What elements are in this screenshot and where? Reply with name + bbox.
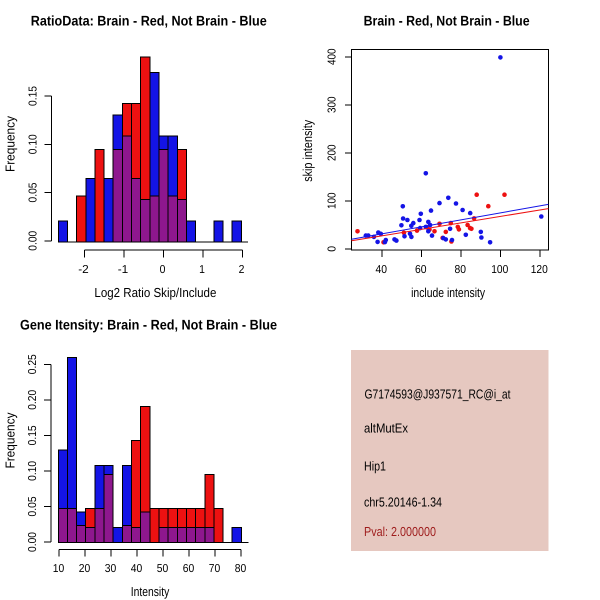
svg-text:-2: -2 <box>78 264 89 276</box>
svg-text:60: 60 <box>415 264 427 276</box>
svg-text:200: 200 <box>327 145 339 162</box>
svg-text:0.15: 0.15 <box>27 425 39 445</box>
svg-text:-1: -1 <box>118 264 129 276</box>
svg-text:10: 10 <box>53 563 65 575</box>
svg-text:RatioData: Brain - Red, Not Br: RatioData: Brain - Red, Not Brain - Blue <box>31 13 267 29</box>
svg-text:0.15: 0.15 <box>27 86 39 106</box>
svg-text:20: 20 <box>79 563 91 575</box>
svg-text:include intensity: include intensity <box>411 285 485 300</box>
svg-text:0.00: 0.00 <box>27 231 39 251</box>
svg-text:40: 40 <box>131 563 143 575</box>
svg-text:altMutEx: altMutEx <box>364 421 408 436</box>
svg-text:300: 300 <box>327 97 339 114</box>
svg-text:Frequency: Frequency <box>3 116 18 172</box>
svg-text:100: 100 <box>491 264 508 276</box>
svg-text:80: 80 <box>455 264 467 276</box>
svg-text:0.05: 0.05 <box>27 183 39 203</box>
svg-text:0.05: 0.05 <box>27 496 39 516</box>
svg-text:400: 400 <box>327 49 339 66</box>
svg-text:0.00: 0.00 <box>27 532 39 552</box>
svg-text:Log2 Ratio Skip/Include: Log2 Ratio Skip/Include <box>94 285 216 300</box>
svg-text:120: 120 <box>531 264 548 276</box>
svg-text:0: 0 <box>160 264 166 276</box>
svg-text:skip intensity: skip intensity <box>300 119 315 181</box>
svg-text:50: 50 <box>157 563 169 575</box>
svg-text:G7174593@J937571_RC@i_at: G7174593@J937571_RC@i_at <box>365 387 511 402</box>
svg-text:0.25: 0.25 <box>27 354 39 374</box>
svg-text:Hip1: Hip1 <box>364 459 386 474</box>
svg-text:70: 70 <box>209 563 221 575</box>
svg-text:Gene Itensity: Brain - Red, No: Gene Itensity: Brain - Red, Not Brain - … <box>20 317 277 333</box>
svg-text:0.10: 0.10 <box>27 461 39 481</box>
svg-text:60: 60 <box>183 563 195 575</box>
svg-text:2: 2 <box>239 264 245 276</box>
svg-text:chr5.20146-1.34: chr5.20146-1.34 <box>364 494 442 509</box>
svg-text:40: 40 <box>376 264 388 276</box>
svg-text:Intensity: Intensity <box>131 584 170 599</box>
svg-text:Brain - Red, Not Brain - Blue: Brain - Red, Not Brain - Blue <box>364 13 530 29</box>
svg-text:Frequency: Frequency <box>3 412 18 468</box>
svg-text:80: 80 <box>235 563 247 575</box>
svg-text:0.10: 0.10 <box>27 134 39 154</box>
svg-text:100: 100 <box>327 193 339 210</box>
svg-text:30: 30 <box>105 563 117 575</box>
svg-text:1: 1 <box>199 264 205 276</box>
svg-text:0.20: 0.20 <box>27 390 39 410</box>
svg-text:Pval: 2.000000: Pval: 2.000000 <box>364 524 436 539</box>
svg-text:0: 0 <box>327 246 339 252</box>
